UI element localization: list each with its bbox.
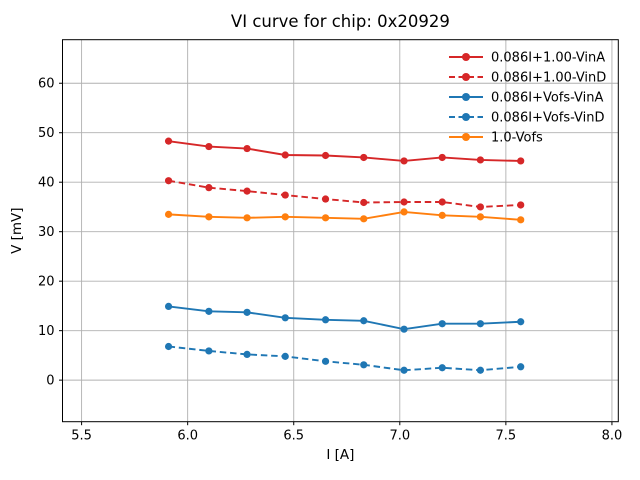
x-tick-label: 6.5 [283,429,304,444]
data-point-marker [281,213,289,221]
data-point-marker [205,184,213,192]
data-point-marker [517,363,525,371]
x-tick-label: 7.5 [496,429,517,444]
data-point-marker [517,201,525,209]
data-point-marker [164,342,173,351]
data-point-marker [360,198,368,207]
series-line-0 [168,140,521,162]
data-point-marker [281,191,289,199]
data-point-marker [400,198,408,206]
data-point-marker [205,213,213,221]
legend-marker [462,93,470,101]
legend-marker [462,53,470,61]
legend-entry: 1.0-Vofs [449,131,543,146]
data-point-marker [438,211,446,219]
data-point-marker [438,153,446,162]
data-point-marker [164,210,173,218]
legend-marker [462,73,470,81]
series-line-2 [168,305,521,331]
data-point-marker [321,316,330,324]
data-point-marker [476,366,485,374]
data-point-marker [205,142,213,151]
data-point-marker [205,307,213,315]
data-point-marker [438,320,446,328]
data-point-marker [360,153,368,162]
data-point-marker [321,195,330,203]
data-point-marker [476,203,485,211]
data-point-marker [205,347,213,355]
series-line-1 [168,179,521,208]
y-tick-label: 40 [38,176,55,191]
data-point-marker [400,325,408,333]
legend-marker [462,113,470,121]
legend-entry: 0.086I+1.00-VinA [449,51,605,66]
legend-entry: 0.086I+1.00-VinD [449,71,606,86]
data-point-marker [164,177,173,185]
data-point-marker [476,320,485,328]
legend-label: 0.086I+Vofs-VinD [491,111,605,126]
data-point-marker [517,318,525,326]
legend-entry: 0.086I+Vofs-VinA [449,91,604,106]
plot-border [62,39,619,423]
data-point-marker [281,314,289,322]
legend-label: 0.086I+1.00-VinA [491,51,605,66]
y-tick-label: 30 [38,225,55,240]
legend-label: 1.0-Vofs [491,131,543,146]
y-tick-label: 60 [38,77,55,92]
data-point-marker [243,214,251,222]
legend-marker [462,133,470,141]
chart-title: VI curve for chip: 0x20929 [231,12,450,31]
y-tick-label: 20 [38,275,55,290]
data-point-marker [517,216,525,224]
data-point-marker [243,144,251,153]
legend-entry: 0.086I+Vofs-VinD [449,111,605,126]
y-axis-label: V [mV] [9,207,25,253]
data-point-marker [400,208,408,216]
data-point-marker [400,366,408,374]
x-axis-label: I [A] [326,447,354,463]
data-point-marker [321,357,330,365]
data-point-marker [517,157,525,165]
data-point-marker [438,198,446,206]
series-line-4 [168,210,521,221]
data-point-marker [360,317,368,325]
data-point-marker [281,151,289,159]
data-point-marker [164,137,173,145]
series-line-3 [168,345,521,372]
data-point-marker [243,187,251,195]
data-point-marker [243,308,251,316]
x-tick-label: 8.0 [602,429,623,444]
x-tick-label: 6.0 [177,429,198,444]
data-point-marker [321,151,330,160]
y-tick-label: 0 [46,374,54,389]
data-point-marker [400,157,408,165]
data-point-marker [243,350,251,359]
x-tick-label: 5.5 [71,429,92,444]
data-point-marker [164,302,173,311]
data-point-marker [476,213,485,221]
legend-label: 0.086I+1.00-VinD [491,71,606,86]
y-tick-label: 50 [38,126,55,141]
y-tick-label: 10 [38,324,55,339]
data-point-marker [281,352,289,360]
data-point-marker [360,361,368,369]
data-point-marker [438,364,446,372]
data-point-marker [360,215,368,223]
data-point-marker [321,214,330,222]
x-tick-label: 7.0 [389,429,410,444]
data-point-marker [476,156,485,164]
legend-label: 0.086I+Vofs-VinA [491,91,604,106]
